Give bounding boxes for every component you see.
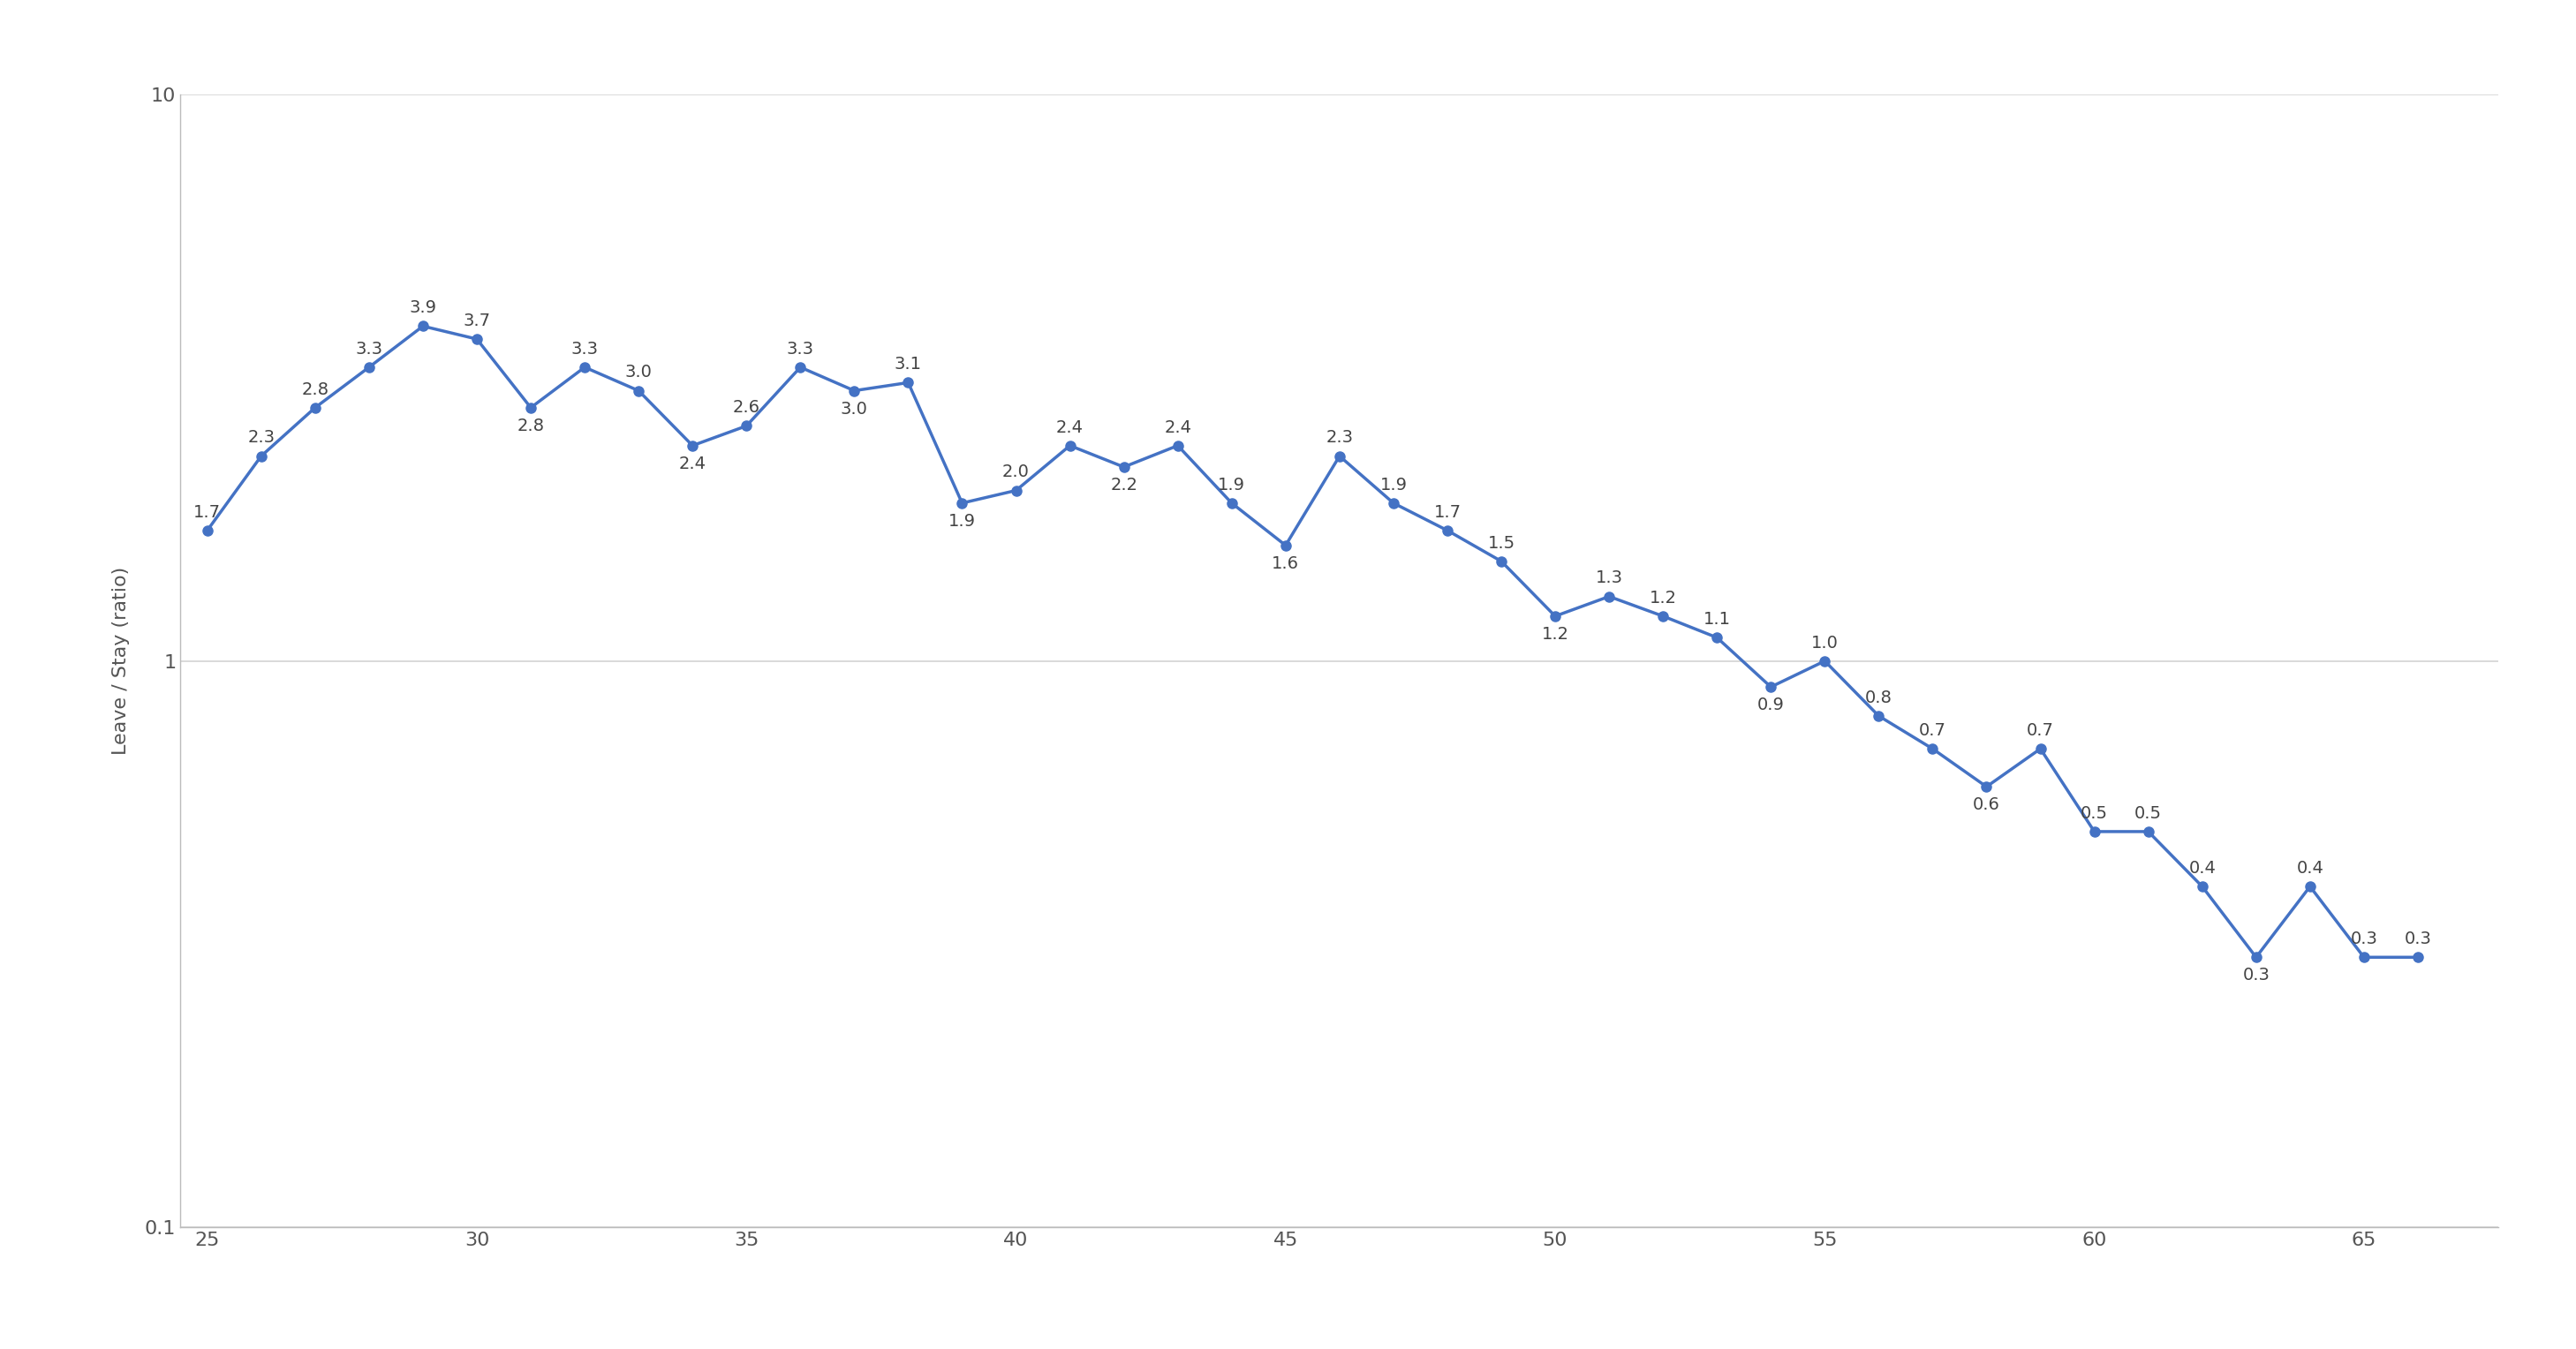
Text: 0.7: 0.7 [1919,722,1947,739]
Text: 1.7: 1.7 [1435,505,1461,521]
Text: 3.0: 3.0 [840,401,868,417]
Text: 0.6: 0.6 [1973,796,1999,813]
Text: 1.9: 1.9 [1381,476,1406,494]
Text: 0.5: 0.5 [2136,805,2161,822]
Text: 2.2: 2.2 [1110,476,1139,494]
Text: 3.9: 3.9 [410,299,435,316]
Text: 1.2: 1.2 [1649,590,1677,606]
Text: 1.5: 1.5 [1486,534,1515,552]
Text: 3.7: 3.7 [464,313,489,329]
Text: 2.4: 2.4 [680,456,706,472]
Text: 2.6: 2.6 [732,399,760,415]
Text: 2.3: 2.3 [247,429,276,447]
Text: 1.3: 1.3 [1595,569,1623,587]
Text: 1.2: 1.2 [1540,626,1569,642]
Text: 1.6: 1.6 [1273,556,1298,572]
Text: 3.3: 3.3 [786,341,814,357]
Text: 2.0: 2.0 [1002,464,1030,480]
Text: 1.1: 1.1 [1703,611,1731,627]
Text: 3.3: 3.3 [572,341,598,357]
Text: 2.8: 2.8 [518,417,544,434]
Text: 3.0: 3.0 [626,364,652,380]
Text: 2.3: 2.3 [1327,429,1352,447]
Text: 0.9: 0.9 [1757,696,1785,714]
Text: 0.3: 0.3 [2403,931,2432,947]
Y-axis label: Leave / Stay (ratio): Leave / Stay (ratio) [113,567,129,755]
Text: 1.9: 1.9 [1218,476,1244,494]
Text: 1.9: 1.9 [948,513,976,530]
Text: 0.8: 0.8 [1865,689,1893,706]
Text: 0.3: 0.3 [2349,931,2378,947]
Text: 0.7: 0.7 [2027,722,2053,739]
Text: 2.4: 2.4 [1056,420,1084,436]
Text: 0.3: 0.3 [2244,967,2269,983]
Text: 3.3: 3.3 [355,341,384,357]
Text: 1.0: 1.0 [1811,634,1839,652]
Text: 2.4: 2.4 [1164,420,1193,436]
Text: 2.8: 2.8 [301,380,330,398]
Text: 0.4: 0.4 [2295,859,2324,877]
Text: 1.7: 1.7 [193,505,222,521]
Text: 0.4: 0.4 [2190,859,2215,877]
Text: 3.1: 3.1 [894,356,922,372]
Text: 0.5: 0.5 [2081,805,2107,822]
